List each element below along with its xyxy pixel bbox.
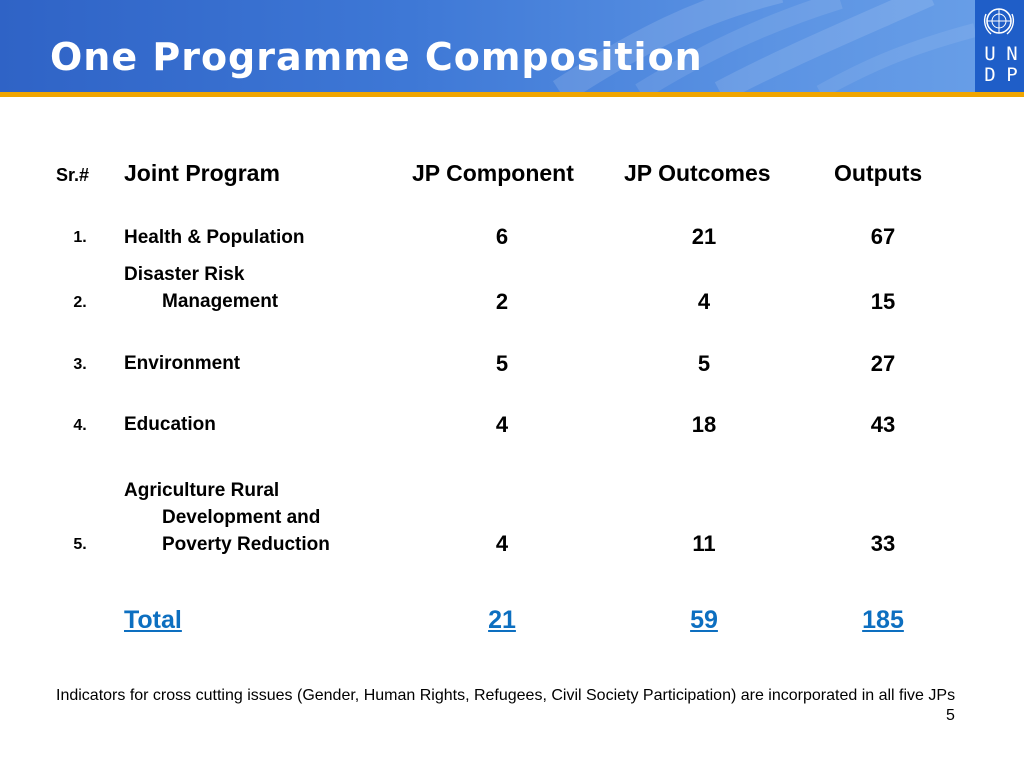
- row-1-program: Health & Population: [124, 224, 384, 251]
- column-header-sr: Sr.#: [56, 165, 90, 185]
- un-emblem-icon: [983, 8, 1015, 35]
- program-line: Agriculture Rural: [124, 480, 280, 501]
- program-line: Disaster Risk: [124, 264, 245, 285]
- row-3-outcomes: 5: [697, 351, 711, 376]
- program-line: Management: [162, 291, 279, 312]
- logo-letter: P: [1006, 64, 1018, 86]
- row-1-sr: 1.: [73, 229, 87, 246]
- row-5-outcomes: 11: [692, 531, 716, 556]
- row-1-component: 6: [495, 224, 509, 249]
- row-2-outputs: 15: [870, 289, 896, 314]
- program-line: Poverty Reduction: [162, 534, 330, 555]
- row-2-outcomes: 4: [697, 289, 711, 314]
- row-2-component: 2: [495, 289, 509, 314]
- row-4-outputs: 43: [870, 412, 896, 437]
- undp-logo: U N D P: [975, 0, 1024, 92]
- row-5-outputs: 33: [870, 531, 896, 556]
- program-line: Health & Population: [124, 227, 305, 248]
- undp-logo-letters: U N D P: [979, 44, 1023, 86]
- row-2-program: Disaster Risk Management: [124, 261, 384, 315]
- row-3-outputs: 27: [870, 351, 896, 376]
- row-3-component: 5: [495, 351, 509, 376]
- row-4-sr: 4.: [73, 417, 87, 434]
- row-5-sr: 5.: [73, 536, 87, 553]
- footnote: Indicators for cross cutting issues (Gen…: [56, 687, 956, 704]
- page-number: 5: [946, 707, 955, 724]
- total-outputs-link[interactable]: 185: [862, 606, 904, 634]
- logo-letter: D: [984, 64, 996, 86]
- slide-header: One Programme Composition: [0, 0, 1024, 92]
- row-3-sr: 3.: [73, 356, 87, 373]
- program-line: Environment: [124, 353, 241, 374]
- program-line: Development and: [162, 507, 321, 528]
- row-5-program: Agriculture Rural Development and Povert…: [124, 477, 384, 558]
- row-1-outputs: 67: [870, 224, 896, 249]
- row-4-outcomes: 18: [691, 412, 717, 437]
- column-header-outcomes: JP Outcomes: [624, 160, 771, 186]
- logo-letter: N: [1006, 43, 1018, 65]
- header-divider: [0, 92, 1024, 97]
- column-header-component: JP Component: [412, 160, 574, 186]
- header-background-swirl: [552, 0, 975, 92]
- column-header-program: Joint Program: [124, 160, 280, 186]
- total-outcomes-link[interactable]: 59: [690, 606, 718, 634]
- program-line: Education: [124, 414, 216, 435]
- slide-title: One Programme Composition: [50, 35, 703, 79]
- row-4-component: 4: [495, 412, 509, 437]
- total-label-link[interactable]: Total: [124, 606, 182, 634]
- column-header-outputs: Outputs: [834, 160, 923, 186]
- row-2-sr: 2.: [73, 294, 87, 311]
- row-3-program: Environment: [124, 350, 384, 377]
- total-component-link[interactable]: 21: [488, 606, 516, 634]
- row-5-component: 4: [495, 531, 509, 556]
- logo-letter: U: [984, 43, 996, 65]
- row-1-outcomes: 21: [691, 224, 717, 249]
- row-4-program: Education: [124, 411, 384, 438]
